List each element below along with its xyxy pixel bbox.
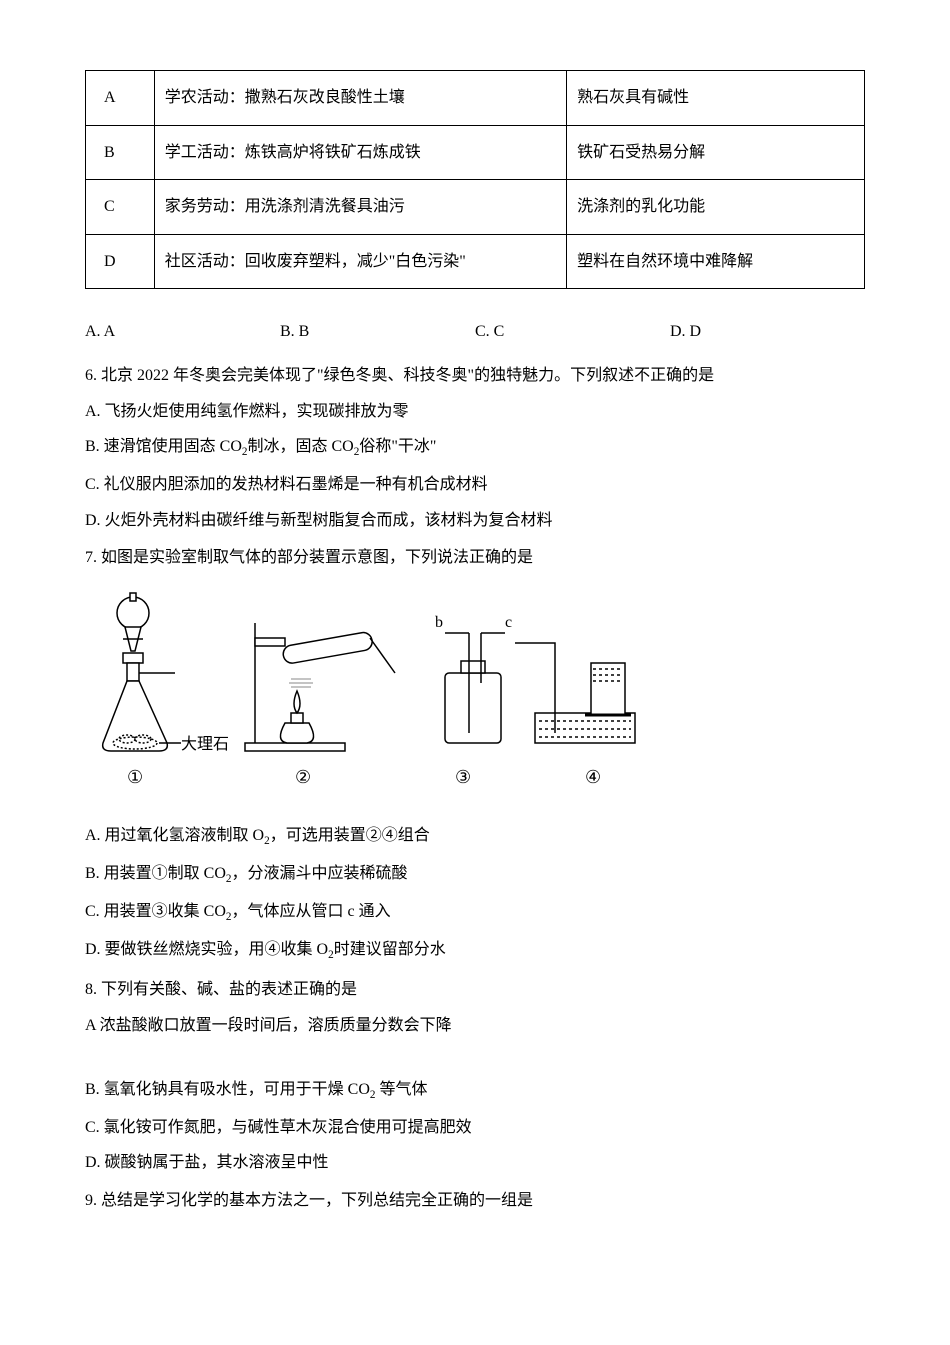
q7-stem: 7. 如图是实验室制取气体的部分装置示意图，下列说法正确的是 [85, 545, 865, 571]
q8-option-a: A 浓盐酸敞口放置一段时间后，溶质质量分数会下降 [85, 1013, 865, 1039]
row-reason: 塑料在自然环境中难降解 [567, 234, 865, 289]
q6-option-c: C. 礼仪服内胆添加的发热材料石墨烯是一种有机合成材料 [85, 472, 865, 498]
row-activity: 学工活动：炼铁高炉将铁矿石炼成铁 [154, 125, 566, 180]
option-d: D. D [670, 319, 865, 345]
q6-stem: 6. 北京 2022 年冬奥会完美体现了"绿色冬奥、科技冬奥"的独特魅力。下列叙… [85, 363, 865, 389]
port-c-label: c [505, 614, 512, 631]
row-reason: 洗涤剂的乳化功能 [567, 180, 865, 235]
row-activity: 学农活动：撒熟石灰改良酸性土壤 [154, 71, 566, 126]
option-a: A. A [85, 319, 280, 345]
port-b-label: b [435, 614, 443, 631]
q7-option-d: D. 要做铁丝燃烧实验，用④收集 O2时建议留部分水 [85, 937, 865, 965]
row-reason: 熟石灰具有碱性 [567, 71, 865, 126]
row-activity: 家务劳动：用洗涤剂清洗餐具油污 [154, 180, 566, 235]
row-label: A [86, 71, 155, 126]
row-label: C [86, 180, 155, 235]
circled-1: ① [127, 767, 143, 787]
q7-option-c: C. 用装置③收集 CO2，气体应从管口 c 通入 [85, 899, 865, 927]
circled-4: ④ [585, 767, 601, 787]
q6-option-a: A. 飞扬火炬使用纯氢作燃料，实现碳排放为零 [85, 399, 865, 425]
q6-option-d: D. 火炬外壳材料由碳纤维与新型树脂复合而成，该材料为复合材料 [85, 508, 865, 534]
table-row: D 社区活动：回收废弃塑料，减少"白色污染" 塑料在自然环境中难降解 [86, 234, 865, 289]
q8-option-c: C. 氯化铵可作氮肥，与碱性草木灰混合使用可提高肥效 [85, 1115, 865, 1141]
q6-option-b: B. 速滑馆使用固态 CO2制冰，固态 CO2俗称"干冰" [85, 434, 865, 462]
q8-option-d: D. 碳酸钠属于盐，其水溶液呈中性 [85, 1150, 865, 1176]
q9-stem: 9. 总结是学习化学的基本方法之一，下列总结完全正确的一组是 [85, 1188, 865, 1214]
circled-2: ② [295, 767, 311, 787]
q5-options: A. A B. B C. C D. D [85, 319, 865, 345]
marble-label: 大理石 [181, 735, 229, 753]
table-row: C 家务劳动：用洗涤剂清洗餐具油污 洗涤剂的乳化功能 [86, 180, 865, 235]
q8-option-b: B. 氢氧化钠具有吸水性，可用于干燥 CO2 等气体 [85, 1077, 865, 1105]
row-label: B [86, 125, 155, 180]
activity-table: A 学农活动：撒熟石灰改良酸性土壤 熟石灰具有碱性 B 学工活动：炼铁高炉将铁矿… [85, 70, 865, 289]
q7-option-a: A. 用过氧化氢溶液制取 O2，可选用装置②④组合 [85, 823, 865, 851]
row-activity: 社区活动：回收废弃塑料，减少"白色污染" [154, 234, 566, 289]
table-row: B 学工活动：炼铁高炉将铁矿石炼成铁 铁矿石受热易分解 [86, 125, 865, 180]
option-b: B. B [280, 319, 475, 345]
q8-stem: 8. 下列有关酸、碱、盐的表述正确的是 [85, 977, 865, 1003]
circled-3: ③ [455, 767, 471, 787]
table-row: A 学农活动：撒熟石灰改良酸性土壤 熟石灰具有碱性 [86, 71, 865, 126]
q7-option-b: B. 用装置①制取 CO2，分液漏斗中应装稀硫酸 [85, 861, 865, 889]
option-c: C. C [475, 319, 670, 345]
row-label: D [86, 234, 155, 289]
row-reason: 铁矿石受热易分解 [567, 125, 865, 180]
apparatus-diagram: 大理石 ① ② [85, 583, 645, 813]
